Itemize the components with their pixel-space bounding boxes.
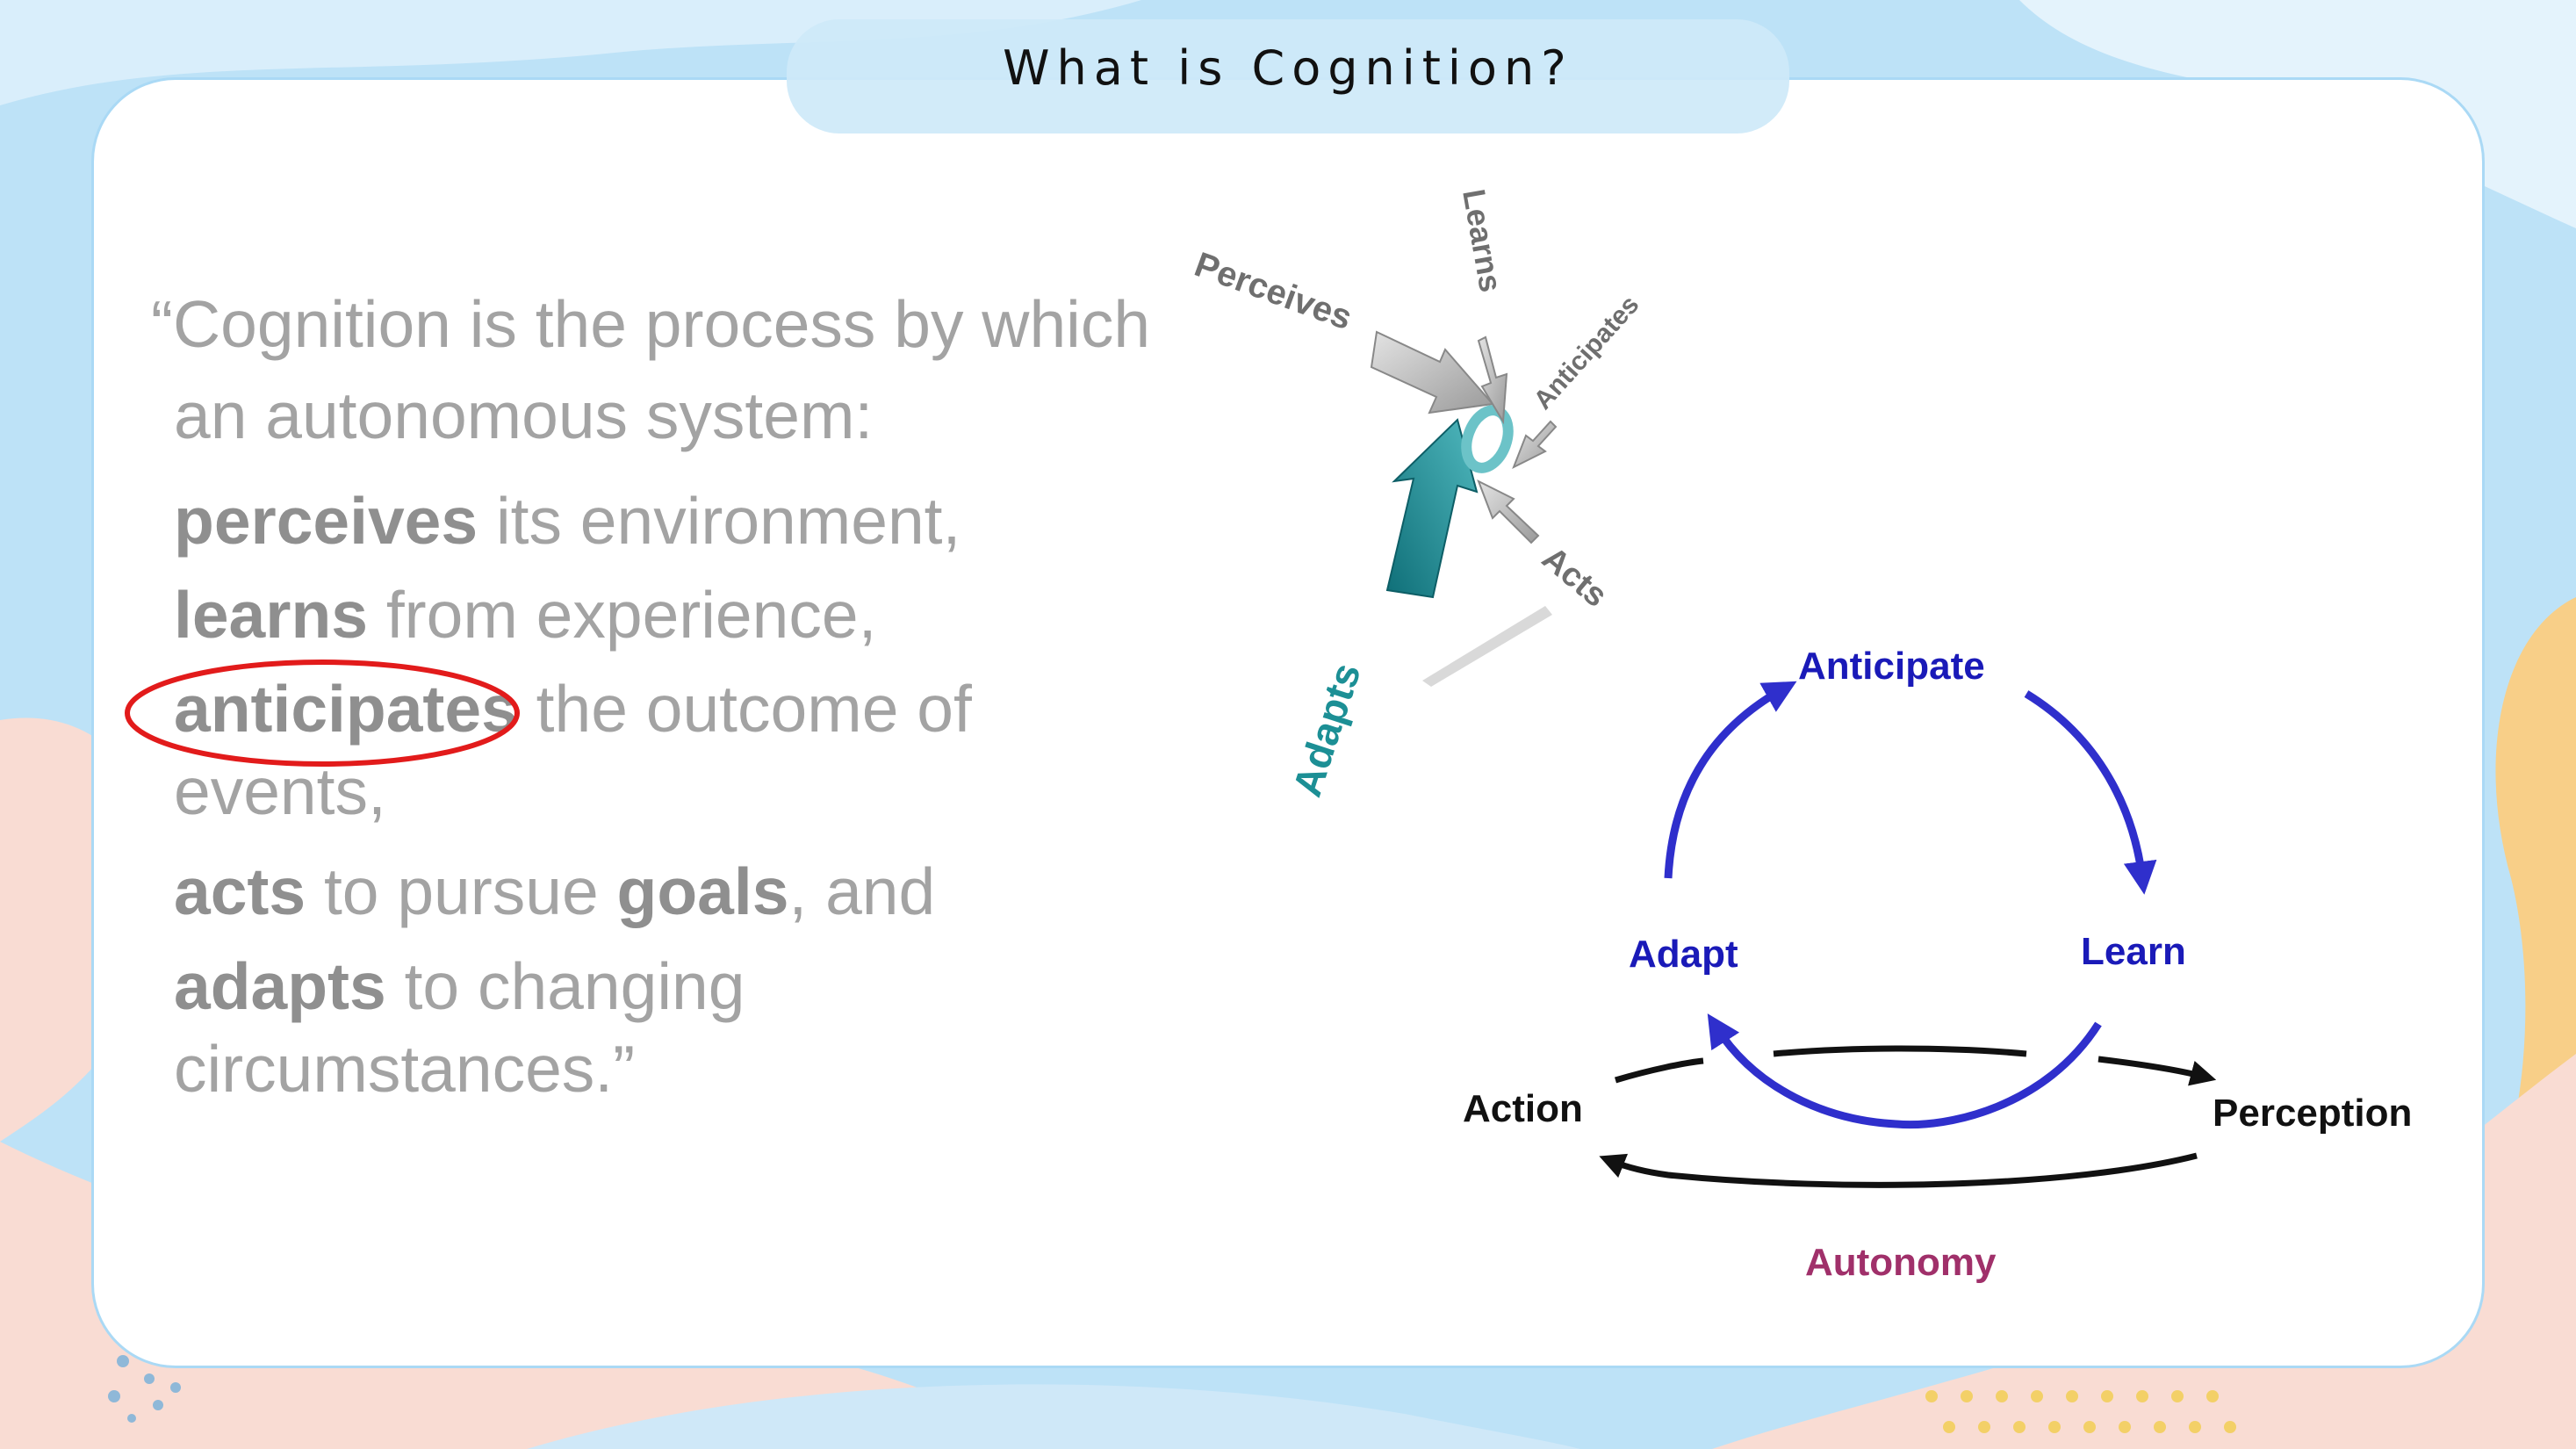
label-acts: Acts <box>1535 540 1614 615</box>
learns-arrow-icon <box>1477 335 1508 425</box>
open-quote-mark: “ <box>151 287 173 361</box>
perceives-arrow-icon <box>1370 330 1494 415</box>
arrow-graphic <box>1370 330 1558 687</box>
cycle-learn: Learn <box>2081 930 2186 973</box>
cycle-adapt: Adapt <box>1629 933 1738 976</box>
quote-perceives: perceives its environment, <box>174 484 961 558</box>
cycle-autonomy: Autonomy <box>1805 1241 1997 1284</box>
quote-circumstances: circumstances.” <box>174 1032 636 1106</box>
quote-anticipates: anticipates the outcome of <box>174 672 972 746</box>
cycle-anticipate: Anticipate <box>1798 645 1985 688</box>
content-card <box>91 77 2485 1368</box>
cycle-diagram <box>1599 681 2217 1188</box>
quote-line-2: an autonomous system: <box>174 378 874 452</box>
quote-adapts: adapts to changing <box>174 949 745 1023</box>
cycle-action: Action <box>1463 1087 1583 1130</box>
label-perceives: Perceives <box>1190 245 1357 337</box>
perception-to-action-arrow <box>1599 1152 2198 1188</box>
action-to-perception-arrow <box>2097 1056 2217 1086</box>
learn-to-adapt-arrow <box>1707 1013 2102 1129</box>
anticipates-arrow-icon <box>1512 420 1558 470</box>
anticipate-to-learn-arrow <box>2024 690 2157 895</box>
highlight-circle <box>125 660 520 767</box>
top-loop-segment-mid <box>1773 1045 2027 1057</box>
quote-line-1: “Cognition is the process by which <box>151 287 1151 361</box>
quote-acts: acts to pursue goals, and <box>174 854 936 928</box>
shadow-streak <box>1422 606 1552 687</box>
quote-events: events, <box>174 754 386 828</box>
acts-arrow-icon <box>1477 479 1540 544</box>
title-pill <box>787 19 1789 133</box>
label-anticipates: Anticipates <box>1529 290 1645 415</box>
label-adapts: Adapts <box>1284 658 1370 802</box>
top-loop-segment-left <box>1614 1057 1704 1084</box>
cycle-perception: Perception <box>2213 1092 2412 1135</box>
quote-learns: learns from experience, <box>174 578 877 652</box>
adapt-to-anticipate-arrow <box>1664 681 1797 879</box>
label-learns: Learns <box>1456 186 1509 294</box>
slide-title: What is Cognition? <box>1003 40 1573 96</box>
center-ring-icon <box>1461 405 1514 473</box>
